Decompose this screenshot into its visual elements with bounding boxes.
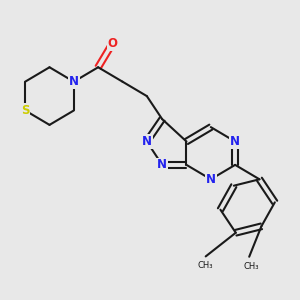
Text: S: S <box>21 104 29 117</box>
Text: N: N <box>230 135 240 148</box>
Text: CH₃: CH₃ <box>198 261 213 270</box>
Text: N: N <box>69 75 79 88</box>
Text: N: N <box>157 158 167 171</box>
Text: N: N <box>206 173 216 186</box>
Text: O: O <box>108 37 118 50</box>
Text: N: N <box>142 135 152 148</box>
Text: CH₃: CH₃ <box>243 262 259 271</box>
